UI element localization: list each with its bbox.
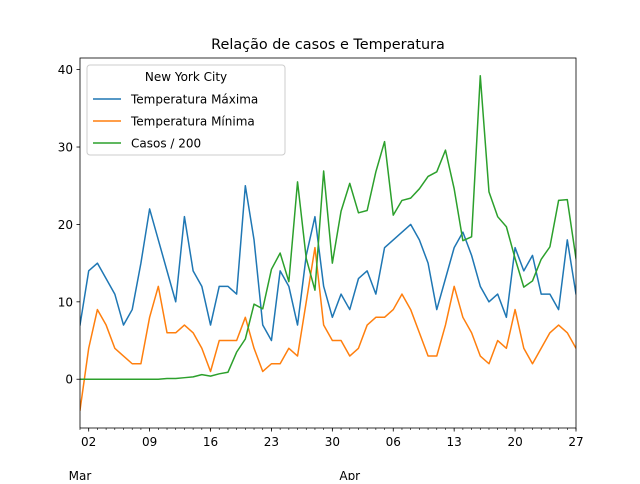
chart-title: Relação de casos e Temperatura bbox=[211, 37, 445, 53]
y-tick-label-3: 30 bbox=[58, 141, 73, 155]
y-tick-label-1: 10 bbox=[58, 295, 73, 309]
x-tick-label-1: 09 bbox=[142, 435, 157, 449]
series-line-2 bbox=[80, 75, 576, 380]
y-tick-label-4: 40 bbox=[58, 63, 73, 77]
legend-entry-2: Casos / 200 bbox=[131, 137, 201, 151]
series-line-0 bbox=[80, 184, 576, 342]
x-tick-label-0: 02 bbox=[81, 435, 96, 449]
x-tick-label-6: 13 bbox=[447, 435, 462, 449]
legend-entry-0: Temperatura Máxima bbox=[130, 93, 258, 107]
plot-area bbox=[80, 75, 576, 412]
legend-title: New York City bbox=[145, 70, 227, 84]
x-tick-label-5: 06 bbox=[386, 435, 401, 449]
y-tick-label-0: 0 bbox=[65, 373, 73, 387]
legend-entry-1: Temperatura Mínima bbox=[130, 115, 255, 129]
series-line-1 bbox=[80, 246, 576, 412]
x-tick-label-8: 27 bbox=[568, 435, 583, 449]
y-tick-label-2: 20 bbox=[58, 218, 73, 232]
x-tick-label-2: 16 bbox=[203, 435, 218, 449]
axes-frame bbox=[79, 57, 577, 429]
x-tick-label-7: 20 bbox=[507, 435, 522, 449]
legend: New York City Temperatura Máxima Temperatu… bbox=[86, 64, 286, 156]
legend-box bbox=[86, 64, 286, 156]
x-tick-label-3: 23 bbox=[264, 435, 279, 449]
x-month-label-1: Apr bbox=[339, 469, 360, 480]
x-month-label-0: Mar bbox=[69, 469, 92, 480]
axes: 0 10 20 30 40 02 09 16 23 30 06 13 20 27 Mar Apr bbox=[58, 57, 584, 483]
x-tick-label-4: 30 bbox=[325, 435, 340, 449]
